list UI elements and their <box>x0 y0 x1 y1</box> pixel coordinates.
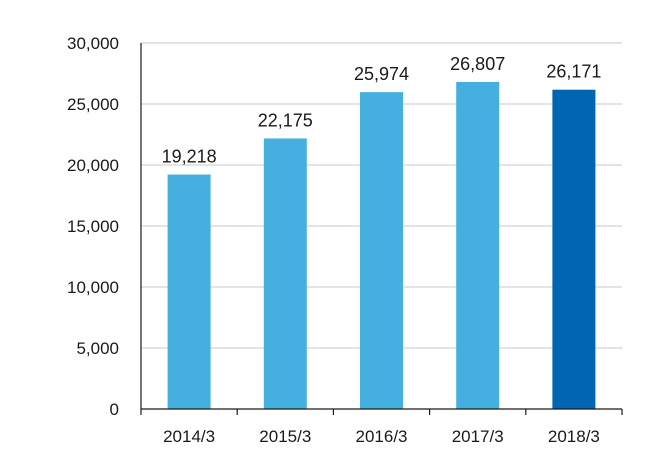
x-tick-label: 2015/3 <box>259 427 311 446</box>
bar <box>360 92 403 410</box>
x-tick-label: 2014/3 <box>163 427 215 446</box>
bars <box>167 81 596 410</box>
x-tick-label: 2018/3 <box>548 427 600 446</box>
bar <box>552 89 596 409</box>
data-label: 25,974 <box>354 64 409 84</box>
bar <box>456 81 500 410</box>
x-tick-label: 2016/3 <box>356 427 408 446</box>
bar <box>263 138 307 409</box>
x-tick-label: 2017/3 <box>452 427 504 446</box>
x-axis-tick-labels: 2014/3 2015/3 2016/3 2017/3 2018/3 <box>163 427 600 446</box>
y-tick-label: 5,000 <box>76 339 119 358</box>
y-tick-label: 25,000 <box>67 95 119 114</box>
data-label: 19,218 <box>162 147 217 167</box>
data-label: 22,175 <box>258 110 313 130</box>
y-axis-tick-labels: 0 5,000 10,000 15,000 20,000 25,000 30,000 <box>67 34 119 419</box>
y-tick-label: 15,000 <box>67 217 119 236</box>
y-tick-label: 0 <box>110 400 119 419</box>
data-label: 26,807 <box>450 54 505 74</box>
bar <box>167 174 211 409</box>
axes <box>140 43 623 415</box>
y-tick-label: 20,000 <box>67 156 119 175</box>
y-tick-label: 10,000 <box>67 278 119 297</box>
y-tick-label: 30,000 <box>67 34 119 53</box>
data-label: 26,171 <box>546 62 601 82</box>
data-labels: 19,218 22,175 25,974 26,807 26,171 <box>162 54 602 167</box>
